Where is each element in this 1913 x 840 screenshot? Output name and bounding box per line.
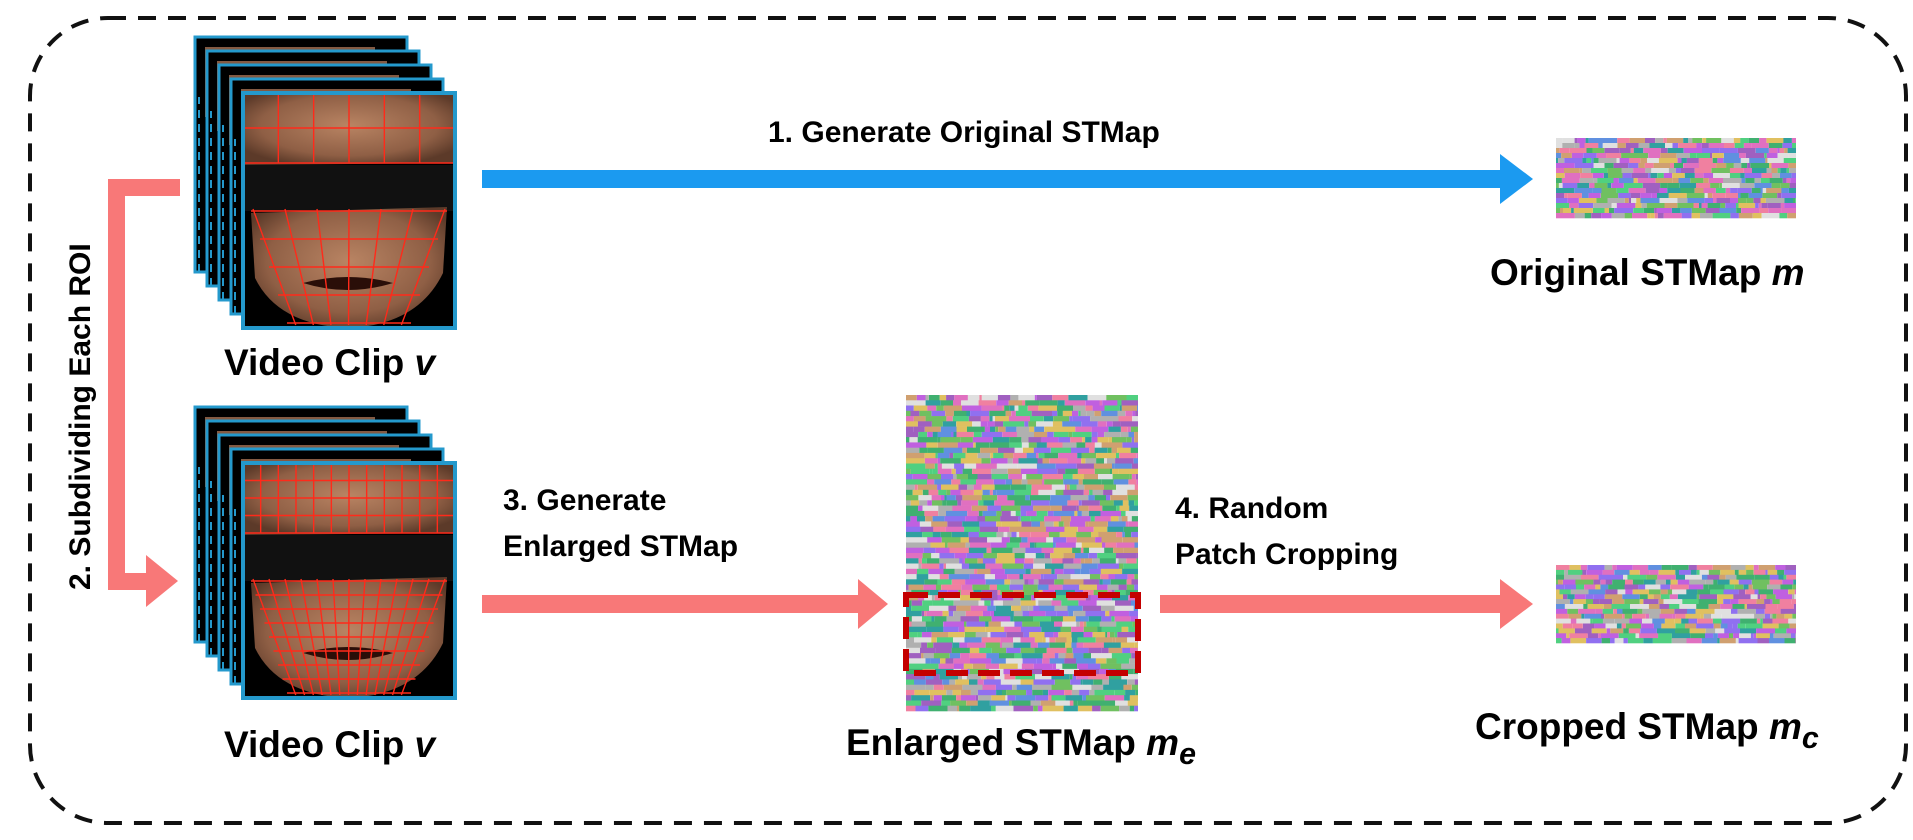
caption-original-stmap-text: Original STMap [1490, 252, 1772, 293]
step-3-line-1: 3. Generate [503, 478, 738, 524]
caption-cropped-stmap-text: Cropped STMap [1475, 706, 1769, 747]
step-4-label: 4. Random Patch Cropping [1175, 486, 1398, 578]
symbol-m-original: m [1772, 252, 1805, 293]
step-1-label: 1. Generate Original STMap [768, 110, 1160, 156]
arrow-generate-enlarged [482, 579, 888, 629]
cropped-stmap-image [1556, 565, 1796, 643]
step-3-line-2: Enlarged STMap [503, 524, 738, 570]
symbol-m-enlarged: me [1146, 722, 1196, 763]
symbol-m-enlarged-base: m [1146, 722, 1179, 763]
enlarged-stmap-image [906, 395, 1138, 711]
original-stmap-image [1556, 138, 1796, 218]
caption-original-stmap: Original STMap m [1490, 252, 1805, 294]
arrow-random-crop [1160, 579, 1533, 629]
video-clip-top-stack [195, 37, 455, 328]
face-image [243, 463, 455, 698]
step-4-line-2: Patch Cropping [1175, 532, 1398, 578]
caption-enlarged-stmap: Enlarged STMap me [846, 722, 1196, 772]
symbol-m-cropped-base: m [1769, 706, 1802, 747]
caption-video-clip-bottom: Video Clip v [224, 724, 435, 766]
symbol-m-cropped-subscript: c [1802, 722, 1819, 755]
caption-video-clip-top: Video Clip v [224, 342, 435, 384]
arrow-subdivide [108, 179, 180, 607]
front-frame [243, 93, 455, 328]
symbol-m-cropped: mc [1769, 706, 1819, 747]
step-2-label: 2. Subdividing Each ROI [64, 243, 98, 590]
caption-video-clip-bottom-text: Video Clip [224, 724, 415, 765]
step-3-label: 3. Generate Enlarged STMap [503, 478, 738, 570]
arrow-generate-original [482, 154, 1533, 204]
front-frame [243, 463, 455, 698]
caption-video-clip-top-text: Video Clip [224, 342, 415, 383]
caption-cropped-stmap: Cropped STMap mc [1475, 706, 1819, 756]
symbol-m-enlarged-subscript: e [1179, 738, 1196, 771]
step-4-line-1: 4. Random [1175, 486, 1398, 532]
video-clip-bottom-stack [195, 407, 455, 698]
caption-enlarged-stmap-text: Enlarged STMap [846, 722, 1146, 763]
symbol-v-bottom: v [415, 724, 436, 765]
face-image [243, 93, 455, 328]
symbol-v-top: v [415, 342, 436, 383]
